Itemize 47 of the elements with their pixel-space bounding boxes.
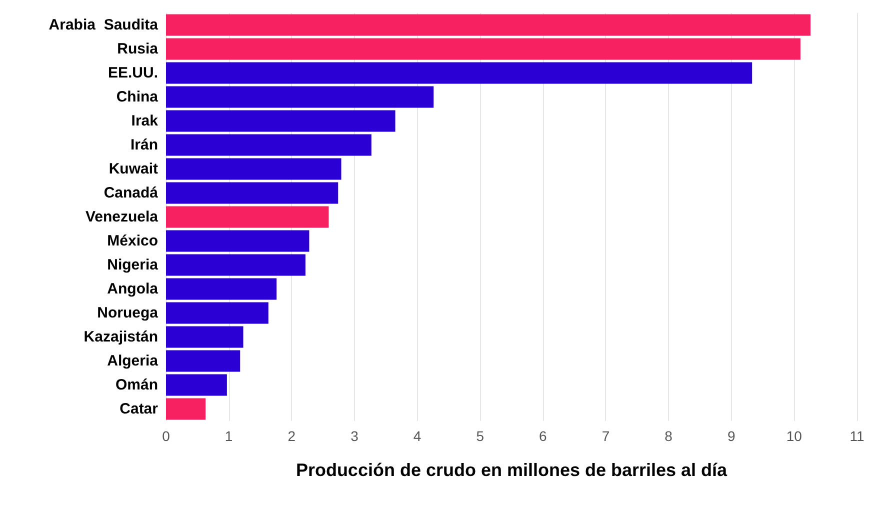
- bar: [166, 350, 240, 372]
- bar: [166, 302, 268, 324]
- x-tick-label: 1: [224, 428, 233, 444]
- y-tick-label: China: [116, 88, 159, 106]
- bar: [166, 230, 310, 252]
- bar: [166, 14, 811, 36]
- y-tick-label: Rusia: [117, 40, 159, 58]
- x-tick-label: 5: [476, 428, 484, 444]
- x-axis-title: Producción de crudo en millones de barriles al día: [296, 460, 728, 480]
- bar: [166, 134, 372, 156]
- y-tick-label: Angola: [107, 280, 159, 298]
- y-tick-label: Canadá: [104, 184, 159, 202]
- x-tick-label: 11: [850, 428, 864, 444]
- y-tick-label: Nigeria: [107, 256, 159, 274]
- y-tick-label: México: [107, 232, 158, 250]
- x-tick-label: 8: [664, 428, 673, 444]
- bar: [166, 254, 306, 276]
- y-tick-label: Arabia Saudita: [48, 16, 159, 34]
- bar: [166, 182, 338, 204]
- x-tick-label: 3: [350, 428, 359, 444]
- x-tick-label: 2: [288, 428, 296, 444]
- x-tick-label: 6: [539, 428, 548, 444]
- bar: [166, 38, 800, 60]
- bar: [166, 374, 227, 396]
- y-tick-label: Venezuela: [85, 208, 159, 226]
- bar: [166, 278, 277, 300]
- x-tick-label: 9: [727, 428, 736, 444]
- x-tick-label: 0: [162, 428, 170, 444]
- y-tick-label: Irak: [131, 112, 159, 130]
- y-tick-label: Algeria: [107, 352, 159, 370]
- bar: [166, 62, 752, 84]
- y-tick-label: Catar: [120, 400, 158, 418]
- y-tick-label: Irán: [130, 136, 158, 154]
- bar: [166, 110, 396, 132]
- bar: [166, 326, 244, 348]
- x-tick-label: 10: [786, 428, 802, 444]
- bar: [166, 398, 206, 420]
- y-tick-label: Noruega: [97, 304, 159, 322]
- x-tick-label: 7: [602, 428, 610, 444]
- y-tick-label: Omán: [115, 376, 158, 394]
- y-tick-label: Kuwait: [108, 160, 158, 178]
- bar: [166, 206, 329, 228]
- bar: [166, 86, 434, 108]
- x-tick-label: 4: [413, 428, 422, 444]
- y-tick-label: EE.UU.: [108, 64, 158, 82]
- bar: [166, 158, 342, 180]
- y-tick-label: Kazajistán: [84, 328, 158, 346]
